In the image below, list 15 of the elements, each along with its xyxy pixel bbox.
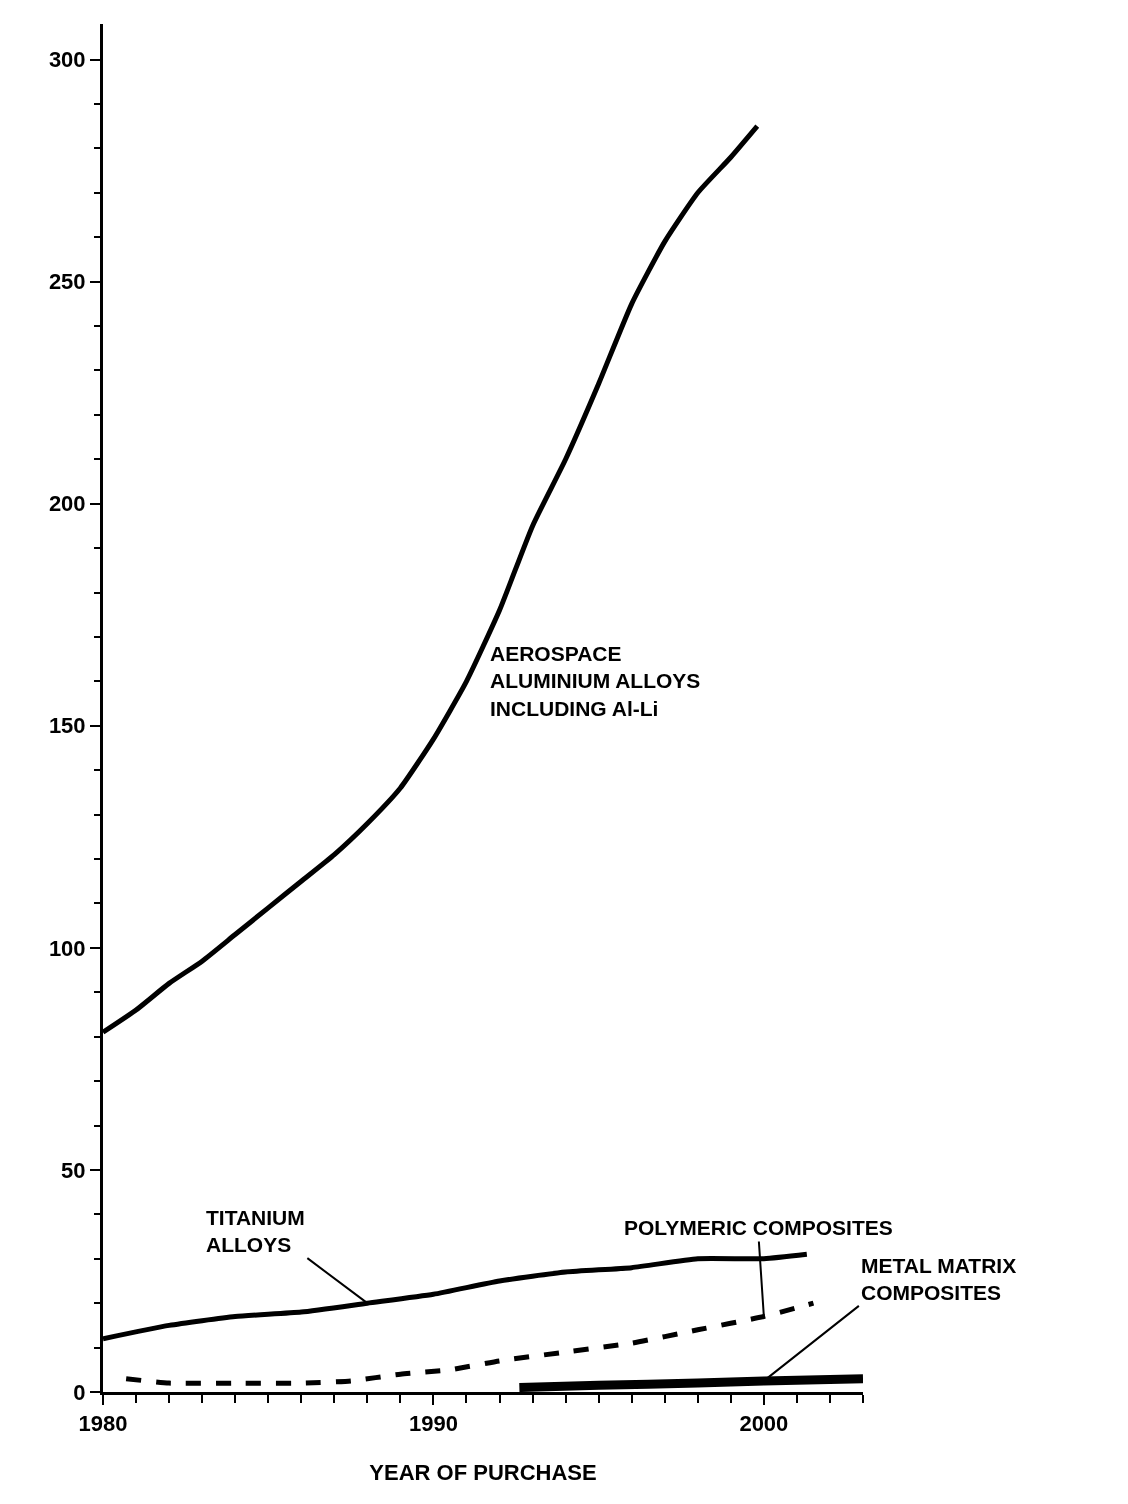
text: METAL MATRIX COMPOSITES: [861, 1254, 1017, 1305]
y-tick-label: 300: [48, 47, 86, 73]
x-tick-label: 2000: [739, 1411, 789, 1437]
y-tick-label: 100: [48, 935, 86, 961]
text: POLYMERIC COMPOSITES: [624, 1216, 893, 1239]
y-tick-label: 250: [48, 269, 86, 295]
x-tick-label: 1980: [78, 1411, 128, 1437]
y-tick-label: 0: [73, 1379, 86, 1405]
series-label: AEROSPACE ALUMINIUM ALLOYS INCLUDING Al-Li: [490, 642, 701, 720]
x-tick-label: 1990: [408, 1411, 458, 1437]
text: TITANIUM ALLOYS: [206, 1206, 305, 1257]
x-axis-title: YEAR OF PURCHASE: [369, 1460, 597, 1486]
y-tick-label: 50: [61, 1157, 86, 1183]
y-tick-label: 150: [48, 713, 86, 739]
y-tick-label: 200: [48, 491, 86, 517]
